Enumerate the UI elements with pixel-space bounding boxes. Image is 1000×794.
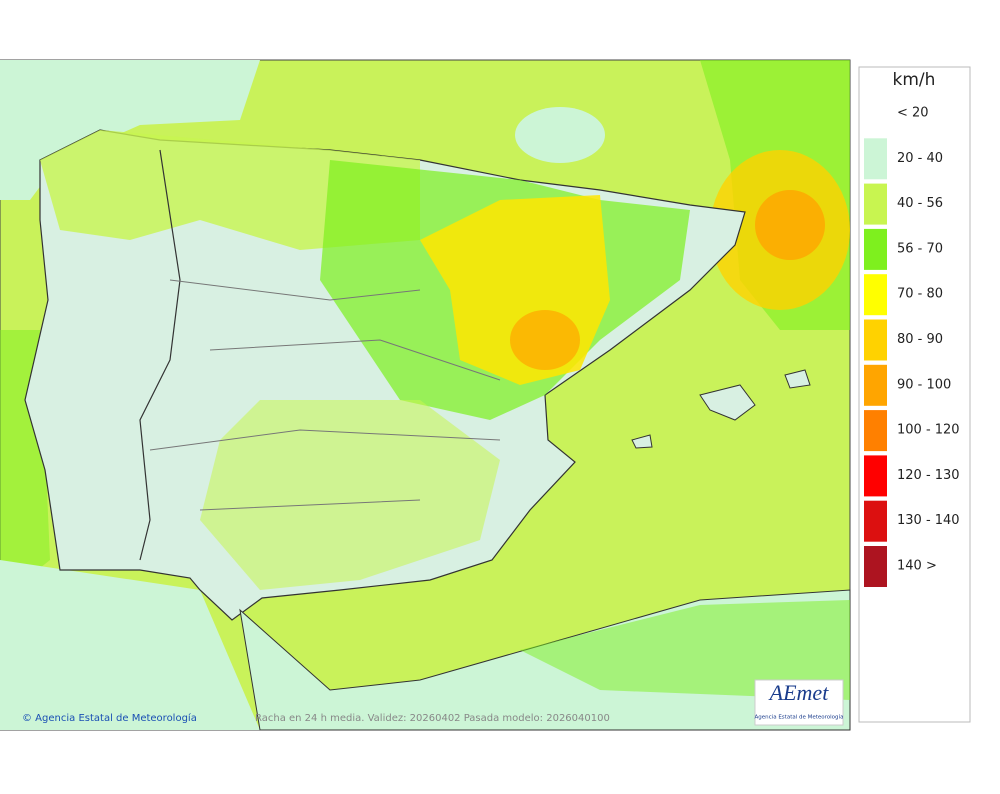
legend-swatch bbox=[864, 364, 887, 406]
legend-label: 70 - 80 bbox=[897, 287, 943, 302]
island bbox=[699, 384, 756, 421]
legend-swatch bbox=[864, 138, 887, 180]
logo-box bbox=[754, 679, 844, 726]
map: © Agencia Estatal de Meteorología Racha … bbox=[0, 59, 851, 731]
legend-swatch bbox=[864, 228, 887, 270]
zone bbox=[200, 400, 500, 590]
legend-label: 40 - 56 bbox=[897, 196, 943, 211]
credit: © Agencia Estatal de Meteorología bbox=[22, 712, 197, 724]
zone bbox=[0, 60, 260, 200]
legend-swatch bbox=[864, 274, 887, 316]
legend-swatch bbox=[864, 500, 887, 542]
legend-title: km/h bbox=[893, 70, 936, 90]
logo-subtitle: Agencia Estatal de Meteorología bbox=[755, 714, 844, 721]
island bbox=[631, 434, 653, 449]
legend-label: 120 - 130 bbox=[897, 468, 960, 483]
zone bbox=[520, 600, 850, 700]
legend-label: 20 - 40 bbox=[897, 151, 943, 166]
legend: < 20 20 - 40 40 - 56 56 - 70 70 - 80 80 - 90 9… bbox=[864, 106, 960, 587]
legend-swatch bbox=[864, 546, 887, 587]
legend-swatch bbox=[864, 410, 887, 452]
legend-label: < 20 bbox=[897, 106, 929, 121]
zone bbox=[515, 107, 605, 163]
legend-label: 140 > bbox=[897, 559, 937, 574]
legend-swatch bbox=[864, 183, 887, 225]
island bbox=[784, 369, 811, 389]
zone bbox=[0, 560, 260, 730]
legend-swatch bbox=[864, 319, 887, 361]
border bbox=[139, 149, 181, 561]
region-line bbox=[149, 279, 501, 511]
zone bbox=[510, 310, 580, 370]
legend-label: 80 - 90 bbox=[897, 332, 943, 347]
logo-name: AEmet bbox=[768, 680, 830, 705]
legend-label: 90 - 100 bbox=[897, 377, 951, 392]
legend-swatch bbox=[864, 455, 887, 497]
zone bbox=[755, 190, 825, 260]
legend-label: 100 - 120 bbox=[897, 423, 960, 438]
caption: Racha en 24 h media. Validez: 20260402 P… bbox=[255, 713, 610, 724]
legend-label: 130 - 140 bbox=[897, 513, 960, 528]
legend-label: 56 - 70 bbox=[897, 241, 943, 256]
